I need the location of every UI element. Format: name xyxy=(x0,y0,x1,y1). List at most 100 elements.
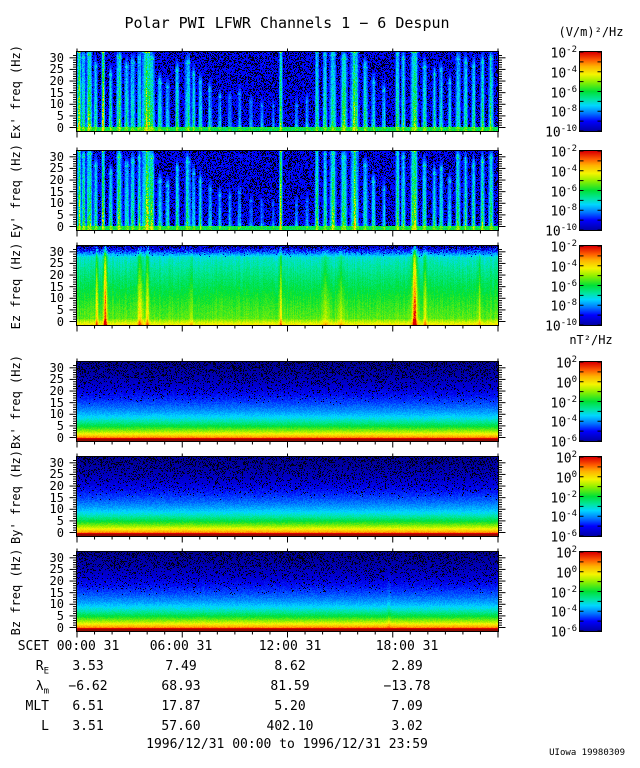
ephemeris-value: 3.51 xyxy=(72,719,104,734)
ytick-label: 5 xyxy=(56,207,64,222)
credit-label: UIowa 19980309 xyxy=(549,748,625,758)
ytick-label: 10 xyxy=(49,291,64,306)
colorbar-exponent: -4 xyxy=(566,509,577,520)
ephemeris-value: 06:00 31 xyxy=(149,639,213,654)
colorbar-tick-label: 10-2 xyxy=(550,239,578,256)
colorbar-tick-label: 10-2 xyxy=(550,45,578,62)
ytick-label: 25 xyxy=(49,372,64,387)
colorbar-tick-label: 10-2 xyxy=(550,489,578,506)
colorbar-by-canvas xyxy=(580,457,601,536)
ephemeris-value: −6.62 xyxy=(68,679,108,694)
ytick-label: 15 xyxy=(49,395,64,410)
colorbar-tick-label: 10-2 xyxy=(550,144,578,161)
ytick-label: 15 xyxy=(49,184,64,199)
colorbar-exponent: -4 xyxy=(566,163,577,174)
colorbar-tick-label: 10-6 xyxy=(550,529,578,546)
spectrogram-ey-canvas xyxy=(77,151,498,230)
colorbar-exponent: -10 xyxy=(560,124,577,134)
colorbar-tick-label: 102 xyxy=(555,450,577,467)
colorbar-ey-canvas xyxy=(580,151,601,230)
ytick-label: 15 xyxy=(49,585,64,600)
colorbar-unit-electric: (V/m)²/Hz xyxy=(558,25,624,39)
ephemeris-value: 8.62 xyxy=(274,659,306,674)
colorbar-exponent: 2 xyxy=(571,545,577,555)
ytick-label: 10 xyxy=(49,97,64,112)
ytick-label: 20 xyxy=(49,574,64,589)
ytick-label: 0 xyxy=(56,430,64,445)
spectrogram-by-canvas xyxy=(77,457,498,536)
colorbar-tick-label: 10-6 xyxy=(550,434,578,451)
ephemeris-value: 6.51 xyxy=(72,699,104,714)
ytick-label: 10 xyxy=(49,502,64,517)
colorbar-tick-label: 10-10 xyxy=(545,318,577,335)
colorbar-tick-label: 10-10 xyxy=(545,223,577,240)
ytick-label: 25 xyxy=(49,161,64,176)
ephemeris-value: 3.02 xyxy=(391,719,423,734)
ephemeris-value: 2.89 xyxy=(391,659,423,674)
colorbar-exponent: -10 xyxy=(560,223,577,233)
colorbar-tick-label: 10-6 xyxy=(550,183,578,200)
colorbar-tick-label: 10-2 xyxy=(550,394,578,411)
ephemeris-value: 3.53 xyxy=(72,659,104,674)
ytick-label: 5 xyxy=(56,302,64,317)
colorbar-exponent: -2 xyxy=(566,394,577,405)
ytick-label: 30 xyxy=(49,360,64,375)
ephemeris-label-subscript: m xyxy=(43,686,49,697)
colorbar-tick-label: 10-4 xyxy=(550,604,578,621)
colorbar-exponent: -2 xyxy=(566,144,577,154)
spectrogram-ex-canvas xyxy=(77,52,498,131)
ytick-label: 30 xyxy=(49,550,64,565)
colorbar-exponent: -10 xyxy=(560,318,577,328)
colorbar-exponent: -8 xyxy=(566,104,577,115)
ytick-label: 0 xyxy=(56,525,64,540)
colorbar-exponent: -8 xyxy=(566,203,577,214)
colorbar-exponent: -8 xyxy=(566,298,577,309)
ylabel-ez: Ez freq (Hz) xyxy=(9,242,23,329)
ytick-label: 0 xyxy=(56,120,64,135)
ytick-label: 15 xyxy=(49,279,64,294)
colorbar-exponent: -2 xyxy=(566,239,577,249)
colorbar-exponent: -4 xyxy=(566,258,577,269)
ytick-label: 10 xyxy=(49,407,64,422)
colorbar-bx-canvas xyxy=(580,362,601,441)
ephemeris-row-label-l: L xyxy=(41,719,49,734)
colorbar-tick-label: 102 xyxy=(555,545,577,562)
colorbar-tick-label: 102 xyxy=(555,355,577,372)
colorbar-tick-label: 10-10 xyxy=(545,124,577,141)
ephemeris-value: 17.87 xyxy=(161,699,201,714)
colorbar-exponent: 0 xyxy=(571,564,577,575)
time-range-label: 1996/12/31 00:00 to 1996/12/31 23:59 xyxy=(146,737,428,752)
colorbar-exponent: 0 xyxy=(571,374,577,385)
colorbar-tick-label: 10-4 xyxy=(550,509,578,526)
colorbar-tick-label: 10-6 xyxy=(550,84,578,101)
ylabel-ey: Ey' freq (Hz) xyxy=(9,143,23,238)
ylabel-bz: Bz freq (Hz) xyxy=(9,548,23,635)
ephemeris-value: 12:00 31 xyxy=(258,639,322,654)
colorbar-exponent: 0 xyxy=(571,469,577,480)
colorbar-tick-label: 10-4 xyxy=(550,258,578,276)
ytick-label: 25 xyxy=(49,256,64,271)
ytick-label: 25 xyxy=(49,467,64,482)
ytick-label: 30 xyxy=(49,455,64,470)
colorbar-tick-label: 10-6 xyxy=(550,278,578,295)
colorbar-exponent: 2 xyxy=(571,450,577,460)
ephemeris-value: 7.09 xyxy=(391,699,423,714)
ytick-label: 20 xyxy=(49,479,64,494)
ylabel-ex: Ex' freq (Hz) xyxy=(9,44,23,139)
ephemeris-value: 18:00 31 xyxy=(375,639,439,654)
ytick-label: 30 xyxy=(49,149,64,164)
colorbar-tick-label: 10-4 xyxy=(550,414,578,431)
page-title: Polar PWI LFWR Channels 1 − 6 Despun xyxy=(124,14,450,32)
ephemeris-label-subscript: E xyxy=(43,666,49,677)
ytick-label: 10 xyxy=(49,196,64,211)
colorbar-tick-label: 100 xyxy=(555,374,577,392)
ephemeris-value: 5.20 xyxy=(274,699,306,714)
ephemeris-row-label-r: RE xyxy=(35,659,49,677)
colorbar-unit-magnetic: nT²/Hz xyxy=(569,333,613,347)
ytick-label: 25 xyxy=(49,62,64,77)
colorbar-ez-canvas xyxy=(580,246,601,325)
ytick-label: 0 xyxy=(56,219,64,234)
ytick-label: 20 xyxy=(49,74,64,89)
spectrogram-ez-canvas xyxy=(77,246,498,325)
colorbar-bz-canvas xyxy=(580,552,601,631)
